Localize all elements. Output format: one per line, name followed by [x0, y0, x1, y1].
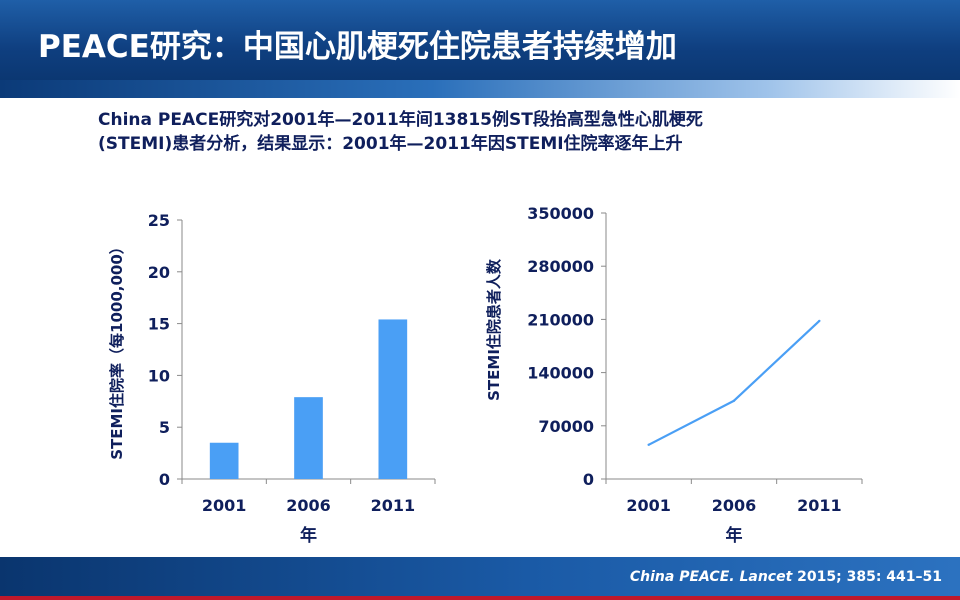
- y-axis-title: STEMI住院率（每1000,000）: [108, 239, 126, 460]
- x-axis-title: 年: [300, 525, 317, 546]
- slide-title: PEACE研究：中国心肌梗死住院患者持续增加: [38, 29, 677, 65]
- y-tick-label: 10: [148, 366, 170, 385]
- y-tick-label: 70000: [538, 417, 594, 436]
- x-tick-label: 2006: [286, 496, 331, 515]
- x-tick-label: 2011: [371, 496, 416, 515]
- intro-line-1: China PEACE研究对2001年—2011年间13815例ST段抬高型急性…: [98, 110, 703, 130]
- citation-details: 2015; 385: 441–51: [792, 569, 942, 585]
- footer-bar: [0, 557, 960, 600]
- hospitalization-rate-bar-chart: 0 5 10 15 20 25 2001 2006 2011 年 STEMI住院率（每1000,00…: [108, 211, 436, 546]
- intro-text: China PEACE研究对2001年—2011年间13815例ST段抬高型急性…: [98, 108, 898, 156]
- y-tick-label: 20: [148, 263, 170, 282]
- y-axis-title: STEMI住院患者人数: [485, 258, 503, 401]
- bar-2011: [378, 319, 408, 479]
- series-line: [648, 320, 821, 446]
- y-tick-label: 140000: [527, 364, 594, 383]
- x-tick-label: 2006: [712, 496, 757, 515]
- y-tick-label: 25: [148, 211, 170, 230]
- data-point-2011: [818, 319, 821, 323]
- bar-2001: [209, 442, 239, 479]
- citation-journal: China PEACE. Lancet: [629, 569, 793, 585]
- y-tick-label: 15: [148, 315, 170, 334]
- y-tick-label: 0: [583, 470, 594, 489]
- citation: China PEACE. Lancet 2015; 385: 441–51: [630, 569, 942, 585]
- data-point-2006: [732, 399, 736, 402]
- footer-accent-line: [0, 596, 960, 600]
- y-tick-label: 350000: [527, 204, 594, 223]
- title-bar: PEACE研究：中国心肌梗死住院患者持续增加: [0, 0, 960, 88]
- patient-count-line-chart: 0 70000 140000 210000 280000 350000 2001 2006 20…: [485, 204, 863, 546]
- x-tick-label: 2011: [797, 496, 842, 515]
- x-axis-title: 年: [726, 525, 743, 546]
- bar-2006: [294, 397, 323, 479]
- data-point-2001: [647, 443, 650, 446]
- y-tick-label: 280000: [527, 257, 594, 276]
- x-tick-label: 2001: [202, 496, 247, 515]
- intro-line-2: (STEMI)患者分析，结果显示：2001年—2011年因STEMI住院率逐年上…: [98, 134, 683, 154]
- y-tick-label: 5: [159, 418, 170, 437]
- x-tick-label: 2001: [626, 496, 671, 515]
- y-tick-label: 0: [159, 470, 170, 489]
- y-tick-label: 210000: [527, 310, 594, 329]
- title-bar-gradient: [0, 80, 960, 98]
